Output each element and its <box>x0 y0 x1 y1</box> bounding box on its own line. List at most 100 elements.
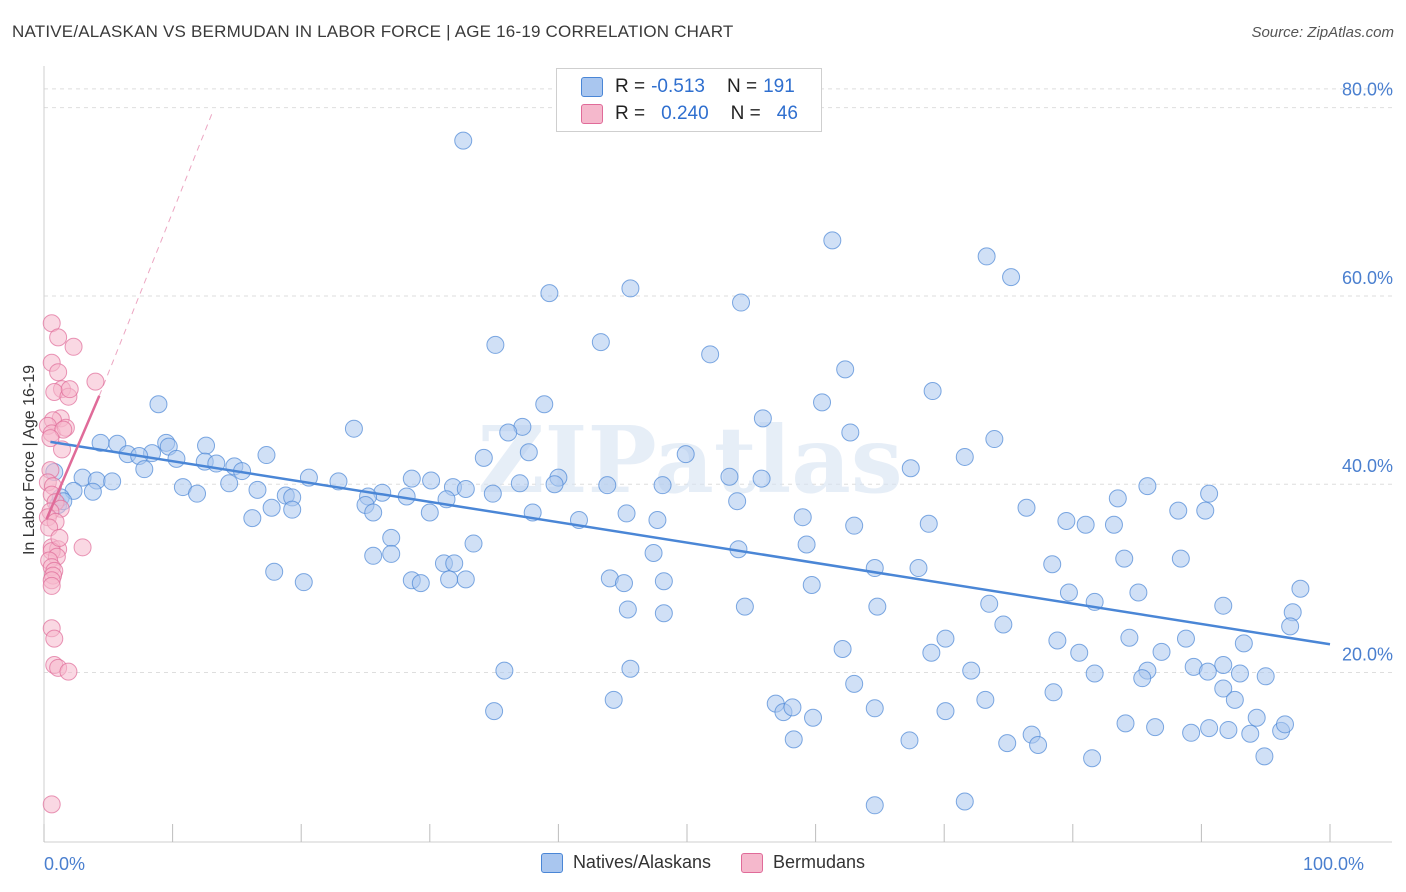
trend-line-natives <box>50 440 1331 646</box>
point-natives <box>344 419 363 438</box>
point-natives <box>621 279 640 298</box>
point-natives <box>980 594 999 613</box>
point-natives <box>149 395 168 414</box>
point-natives <box>1291 579 1310 598</box>
y-axis-label: In Labor Force | Age 16-19 <box>21 365 38 555</box>
point-natives <box>802 575 821 594</box>
legend-row-natives: R = -0.513 N = 191 <box>581 75 795 99</box>
point-natives <box>411 574 430 593</box>
point-natives <box>1085 664 1104 683</box>
point-natives <box>614 574 633 593</box>
point-natives <box>701 345 720 364</box>
chart-title: NATIVE/ALASKAN VS BERMUDAN IN LABOR FORC… <box>12 22 734 41</box>
legend-n-label: N = <box>730 103 761 124</box>
point-natives <box>998 734 1017 753</box>
point-natives <box>1281 617 1300 636</box>
point-natives <box>732 293 751 312</box>
point-natives <box>1171 549 1190 568</box>
legend-n-label: N = <box>726 76 758 97</box>
point-natives <box>1059 583 1078 602</box>
point-natives <box>485 702 504 721</box>
point-bermudans <box>60 380 79 399</box>
point-natives <box>1043 555 1062 574</box>
point-natives <box>1029 736 1048 755</box>
point-natives <box>283 500 302 519</box>
point-natives <box>1138 477 1157 496</box>
point-natives <box>922 643 941 662</box>
point-natives <box>919 514 938 533</box>
point-natives <box>1129 583 1148 602</box>
point-natives <box>865 699 884 718</box>
x-tick-label: 100.0% <box>1303 854 1364 874</box>
point-bermudans <box>50 528 69 547</box>
point-natives <box>1176 629 1195 648</box>
point-natives <box>797 535 816 554</box>
source-label: Source: ZipAtlas.com <box>1251 24 1394 41</box>
series-label-natives: Natives/Alaskans <box>572 852 711 872</box>
point-natives <box>499 423 518 442</box>
point-natives <box>1200 719 1219 738</box>
axes <box>43 66 1392 843</box>
y-tick-label: 20.0% <box>1342 645 1393 665</box>
point-natives <box>720 467 739 486</box>
legend-swatch-natives <box>581 77 603 97</box>
point-natives <box>257 446 276 465</box>
point-natives <box>994 615 1013 634</box>
point-natives <box>1057 511 1076 530</box>
point-natives <box>1104 515 1123 534</box>
point-natives <box>823 231 842 250</box>
y-tick-label: 40.0% <box>1342 456 1393 476</box>
point-natives <box>1275 715 1294 734</box>
point-natives <box>445 554 464 573</box>
series-legend-natives[interactable]: Natives/Alaskans <box>540 852 711 873</box>
point-natives <box>923 382 942 401</box>
point-bermudans <box>42 576 61 595</box>
trend-line-bermudans <box>45 395 101 520</box>
point-natives <box>1152 642 1171 661</box>
point-bermudans <box>49 363 68 382</box>
point-natives <box>535 395 554 414</box>
series-legend: Natives/Alaskans Bermudans <box>0 852 1406 873</box>
point-natives <box>402 469 421 488</box>
point-bermudans <box>86 372 105 391</box>
point-natives <box>519 443 538 462</box>
point-natives <box>1070 643 1089 662</box>
legend-r-label: R = <box>615 103 646 124</box>
legend-n-value: 191 <box>763 76 795 97</box>
point-natives <box>901 459 920 478</box>
point-natives <box>220 474 239 493</box>
point-natives <box>648 511 667 530</box>
point-bermudans <box>64 337 83 356</box>
legend-r-label: R = <box>615 76 646 97</box>
point-natives <box>1196 501 1215 520</box>
point-natives <box>364 546 383 565</box>
point-natives <box>422 471 441 490</box>
point-bermudans <box>45 629 64 648</box>
point-natives <box>591 333 610 352</box>
point-natives <box>841 423 860 442</box>
point-natives <box>909 559 928 578</box>
point-natives <box>936 629 955 648</box>
grid-lines <box>44 88 1392 674</box>
point-natives <box>540 284 559 303</box>
point-natives <box>464 534 483 553</box>
point-natives <box>510 474 529 493</box>
y-tick-label: 60.0% <box>1342 268 1393 288</box>
legend-swatch-bermudans <box>581 104 603 124</box>
series-legend-bermudans[interactable]: Bermudans <box>741 852 865 873</box>
point-natives <box>382 544 401 563</box>
point-natives <box>188 484 207 503</box>
point-natives <box>621 659 640 678</box>
point-natives <box>617 504 636 523</box>
point-natives <box>977 247 996 266</box>
point-natives <box>486 335 505 354</box>
legend-n-value: 46 <box>776 103 798 124</box>
data-points <box>38 131 1310 815</box>
point-bermudans <box>42 795 61 814</box>
point-natives <box>1200 484 1219 503</box>
point-natives <box>1219 720 1238 739</box>
x-tick-label: 0.0% <box>44 854 85 874</box>
point-natives <box>654 604 673 623</box>
point-bermudans <box>59 662 78 681</box>
